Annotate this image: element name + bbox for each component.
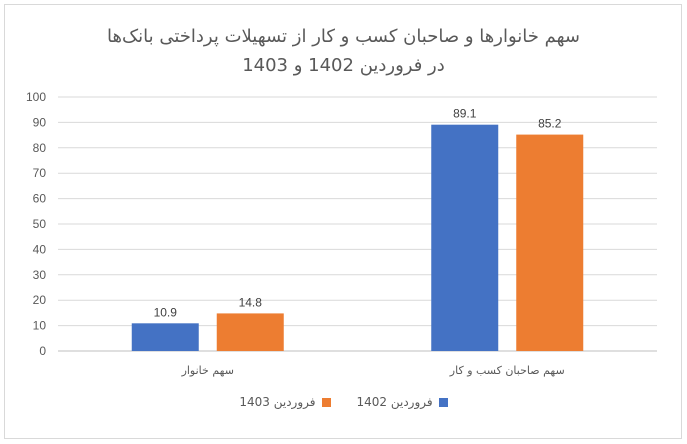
y-tick-label: 30 [33,268,47,282]
y-tick-label: 50 [33,217,47,231]
category-label: سهم خانوار [181,364,234,377]
legend-swatch-1402 [438,397,448,407]
y-tick-label: 100 [26,90,46,104]
legend-label-1402: فروردین 1402 [356,395,433,409]
y-tick-label: 80 [33,141,47,155]
y-tick-label: 60 [33,192,47,206]
y-tick-label: 0 [39,344,46,358]
bar [516,134,584,351]
chart-title: سهم خانوارها و صاحبان کسب و کار از تسهیل… [107,26,580,47]
legend-swatch-1403 [321,397,331,407]
legend-label-1403: فروردین 1403 [239,395,316,409]
chart-subtitle: در فروردین 1402 و 1403 [242,55,445,76]
chart-title-block: سهم خانوارها و صاحبان کسب و کار از تسهیل… [0,22,687,80]
data-label: 14.8 [239,295,263,309]
legend-item-1403: فروردین 1403 [239,395,331,409]
data-label: 89.1 [453,107,477,121]
y-tick-label: 10 [33,319,47,333]
bar [216,313,284,351]
bar [131,323,199,351]
y-tick-label: 70 [33,166,47,180]
legend: فروردین 1402 فروردین 1403 [0,395,687,409]
y-tick-label: 20 [33,293,47,307]
category-label: سهم صاحبان کسب و کار [449,364,565,377]
y-tick-label: 40 [33,242,47,256]
data-label: 85.2 [538,117,562,131]
y-tick-label: 90 [33,115,47,129]
data-label: 10.9 [154,305,178,319]
legend-item-1402: فروردین 1402 [357,395,448,409]
bar [431,124,499,351]
